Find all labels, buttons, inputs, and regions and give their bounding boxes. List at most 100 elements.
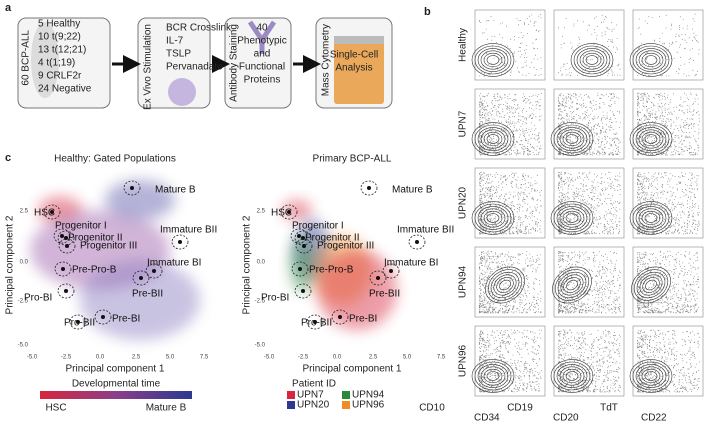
legend-label: UPN94 <box>352 390 385 401</box>
axis-label: CD19 <box>507 403 533 414</box>
contour <box>474 45 512 75</box>
flow-panel <box>553 9 625 81</box>
contour <box>553 203 591 233</box>
contour <box>486 55 500 65</box>
contour <box>557 271 587 299</box>
gate-circle <box>58 238 76 254</box>
cell-cloud <box>317 250 397 330</box>
contour <box>483 368 503 384</box>
box-text: Single-Cell <box>330 50 378 61</box>
contour <box>635 48 667 72</box>
population-label: HSC <box>34 208 55 219</box>
contour <box>562 368 582 384</box>
gate-circle <box>280 204 298 220</box>
contour <box>641 52 661 68</box>
cell-cloud <box>290 237 314 293</box>
flow-panel <box>553 88 625 160</box>
contour <box>635 127 667 151</box>
box-text: Phenotypic <box>237 36 286 47</box>
contour <box>641 368 661 384</box>
flow-panel <box>474 325 546 397</box>
contour <box>552 266 592 304</box>
contour <box>639 274 663 296</box>
contour <box>644 55 658 65</box>
contour <box>562 210 582 226</box>
gate-center <box>297 234 301 238</box>
legend-label: UPN96 <box>352 400 385 411</box>
box-text: IL-7 <box>166 36 184 47</box>
gate-circle <box>43 204 61 220</box>
box-text: 10 t(9;22) <box>38 32 81 43</box>
contour <box>645 279 657 291</box>
contour <box>471 43 515 77</box>
population-label: Pro-BII <box>301 318 332 329</box>
gate-center <box>101 315 105 319</box>
contour <box>632 45 670 75</box>
contour <box>565 134 579 144</box>
contour <box>485 266 525 304</box>
gate-center <box>60 234 64 238</box>
population-label: Pre-BI <box>349 314 377 325</box>
y-tick-label: 2.5 <box>257 209 266 215</box>
contour <box>493 274 517 296</box>
contour <box>644 134 658 144</box>
box-title: Ex Vivo Stimulation <box>143 24 154 110</box>
contour <box>632 361 670 391</box>
gate-center <box>61 267 65 271</box>
axis-label: CD20 <box>553 413 579 424</box>
gate-center <box>313 320 317 324</box>
plot-title: Healthy: Gated Populations <box>54 154 176 165</box>
box-text: 13 t(12;21) <box>38 45 86 56</box>
contour <box>471 201 515 235</box>
contour <box>641 210 661 226</box>
box-text: and <box>254 49 271 60</box>
contour <box>486 213 500 223</box>
contour <box>641 131 661 147</box>
box-text: TSLP <box>166 49 191 60</box>
contour <box>560 274 584 296</box>
y-tick-label: -5.0 <box>255 343 266 349</box>
flow-events <box>479 250 542 314</box>
contour <box>477 206 509 230</box>
gate-circle <box>408 234 426 250</box>
population-label: Pre-BI <box>112 314 140 325</box>
contour <box>629 201 673 235</box>
contour <box>483 52 503 68</box>
x-axis-label: Principal component 1 <box>66 364 165 375</box>
gate-circle <box>171 234 189 250</box>
population-label: Progenitor I <box>292 221 344 232</box>
gate-center <box>298 267 302 271</box>
contour <box>553 361 591 391</box>
contour <box>570 43 614 77</box>
box-title: Antibody Staining <box>229 24 240 102</box>
population-label: Progenitor I <box>55 221 107 232</box>
contour <box>585 55 599 65</box>
plot-title: Primary BCP-ALL <box>313 154 392 165</box>
y-tick-label: -2.5 <box>18 299 29 305</box>
contour <box>556 127 588 151</box>
gate-center <box>389 269 393 273</box>
cell-cloud <box>80 260 200 340</box>
contour <box>576 48 608 72</box>
box-text: 9 CRLF2r <box>38 71 82 82</box>
population-label: Pre-BII <box>369 289 400 300</box>
contour <box>559 208 585 228</box>
x-tick-label: -5.0 <box>27 355 38 361</box>
row-label: UPN20 <box>458 186 469 219</box>
gate-circle <box>369 270 387 286</box>
gate-center <box>76 320 80 324</box>
x-axis-label: Principal component 1 <box>303 364 402 375</box>
x-tick-label: -2.5 <box>61 355 72 361</box>
contour <box>559 129 585 149</box>
gate-center <box>139 276 143 280</box>
box-text: Pervanadate <box>166 62 223 73</box>
cell-cloud <box>105 180 175 220</box>
population-label: Immature BI <box>147 258 201 269</box>
x-tick-label: 7.5 <box>200 355 209 361</box>
gate-center <box>367 186 371 190</box>
box-text: 40 <box>256 23 268 34</box>
population-label: Immature BI <box>384 258 438 269</box>
workflow <box>17 17 393 109</box>
contour <box>565 213 579 223</box>
